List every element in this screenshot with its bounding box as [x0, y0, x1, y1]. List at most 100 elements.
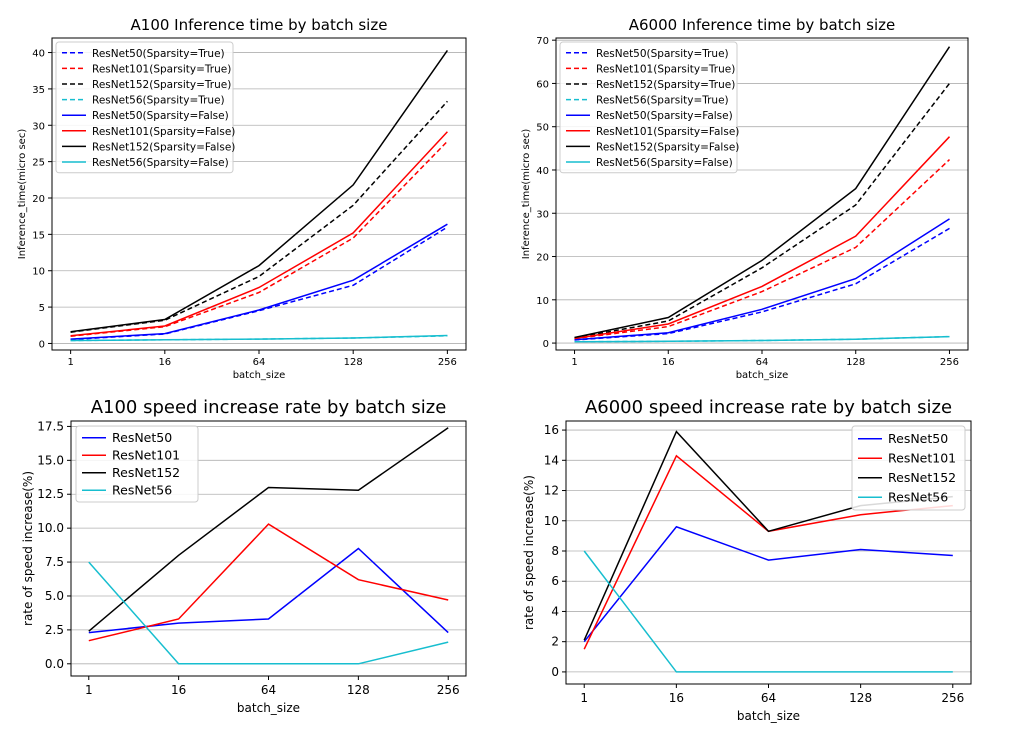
- legend: ResNet50 ResNet101 ResNet152 ResNet56: [851, 425, 966, 511]
- series-line-7: [70, 334, 448, 342]
- y-tick-label: 17.5: [37, 419, 64, 433]
- x-tick-label: 128: [846, 357, 865, 368]
- legend-entry: ResNet101: [888, 450, 956, 465]
- y-axis-label: rate of speed increase(%): [21, 471, 35, 626]
- y-tick-label: 12.5: [37, 487, 64, 501]
- y-tick-label: 30: [32, 121, 45, 132]
- legend-box: [55, 41, 234, 174]
- x-tick-label: 1: [580, 691, 588, 705]
- legend: ResNet50(Sparsity=True) ResNet101(Sparsit…: [559, 41, 739, 174]
- y-tick-label: 40: [536, 166, 549, 177]
- legend-entry: ResNet152(Sparsity=True): [92, 79, 231, 91]
- y-axis-label: Inference_time(micro sec): [17, 129, 28, 260]
- y-tick-label: 4: [551, 604, 559, 618]
- legend-entry: ResNet56(Sparsity=False): [596, 157, 733, 169]
- legend-entry: ResNet56(Sparsity=True): [596, 95, 729, 107]
- y-tick-label: 10: [544, 514, 559, 528]
- series-line-0: [574, 227, 950, 341]
- x-tick-label: 16: [662, 357, 675, 368]
- x-tick-label: 64: [761, 691, 776, 705]
- legend-entry: ResNet152(Sparsity=True): [596, 79, 735, 91]
- x-tick-label: 1: [571, 357, 577, 368]
- y-tick-label: 20: [536, 253, 549, 264]
- series-line-0: [583, 525, 953, 643]
- legend-entry: ResNet101(Sparsity=False): [92, 126, 235, 138]
- series-line-1: [70, 140, 448, 337]
- legend-entry: ResNet50: [888, 431, 948, 446]
- series-line-3: [88, 561, 449, 665]
- legend-box: [851, 425, 966, 511]
- chart-title: A6000 speed increase rate by batch size: [585, 397, 952, 418]
- series-line-1: [88, 523, 449, 642]
- legend-entry: ResNet101(Sparsity=True): [596, 63, 735, 75]
- x-tick-label: 256: [941, 691, 964, 705]
- y-tick-label: 12: [544, 484, 559, 498]
- chart-2: 0 10 20 30 40 50 60 70 1 16 64 128 256 A6000 Inferenc…: [521, 16, 969, 381]
- x-tick-label: 128: [344, 357, 363, 368]
- series-line-0: [70, 226, 448, 341]
- y-tick-label: 35: [32, 85, 45, 96]
- y-tick-label: 50: [536, 123, 549, 134]
- x-tick-label: 64: [756, 357, 769, 368]
- y-tick-label: 10: [536, 296, 549, 307]
- y-axis-label: Inference_time(micro sec): [521, 129, 532, 260]
- legend-box: [559, 41, 738, 174]
- x-tick-label: 128: [849, 691, 872, 705]
- x-axis-label: batch_size: [233, 370, 286, 381]
- y-tick-label: 70: [536, 36, 549, 47]
- chart-3: 0.0 2.5 5.0 7.5 10.0 12.5 15.0 17.5 1 16 64 128 256 A…: [21, 397, 467, 715]
- chart-title: A6000 Inference time by batch size: [629, 16, 895, 34]
- x-axis-label: batch_size: [736, 370, 789, 381]
- series-line-5: [574, 136, 951, 340]
- legend-entry: ResNet56(Sparsity=False): [92, 157, 229, 169]
- legend-entry: ResNet101(Sparsity=True): [92, 63, 231, 75]
- series-line-4: [70, 223, 448, 340]
- y-tick-label: 2.5: [45, 623, 64, 637]
- y-tick-label: 15.0: [37, 453, 64, 467]
- series-line-2: [574, 82, 951, 339]
- x-tick-label: 16: [669, 691, 684, 705]
- y-tick-label: 0: [543, 339, 549, 350]
- y-tick-label: 5: [39, 303, 45, 314]
- y-tick-label: 15: [32, 230, 45, 241]
- legend-entry: ResNet152(Sparsity=False): [92, 141, 235, 153]
- legend-entry: ResNet152(Sparsity=False): [596, 141, 739, 153]
- x-tick-label: 1: [67, 357, 73, 368]
- legend-entry: ResNet56: [112, 482, 172, 497]
- series-line-6: [574, 46, 951, 339]
- series-line-2: [88, 427, 449, 632]
- legend: ResNet50(Sparsity=True) ResNet101(Sparsit…: [55, 41, 235, 174]
- y-tick-label: 25: [32, 158, 45, 169]
- legend-box: [75, 425, 199, 503]
- y-tick-label: 16: [544, 423, 559, 437]
- y-tick-label: 0.0: [45, 657, 64, 671]
- y-tick-label: 30: [536, 209, 549, 220]
- legend-entry: ResNet152: [112, 465, 180, 480]
- chart-title: A100 speed increase rate by batch size: [91, 397, 447, 418]
- y-axis-label: rate of speed increase(%): [522, 475, 536, 630]
- series-line-7: [574, 335, 950, 343]
- y-tick-label: 2: [551, 635, 559, 649]
- legend-entry: ResNet50(Sparsity=False): [596, 110, 733, 122]
- x-tick-label: 256: [438, 357, 457, 368]
- legend-entry: ResNet50(Sparsity=False): [92, 110, 229, 122]
- chart-1: 0 5 10 15 20 25 30 35 40 1 16 64 128 256 A100 Inferenc…: [17, 16, 467, 381]
- y-tick-label: 0: [551, 665, 559, 679]
- series-line-5: [70, 131, 448, 337]
- legend-entry: ResNet152: [888, 470, 956, 485]
- y-tick-label: 5.0: [45, 589, 64, 603]
- legend-entry: ResNet50(Sparsity=True): [92, 48, 225, 60]
- x-tick-label: 256: [940, 357, 959, 368]
- series-line-6: [70, 49, 449, 333]
- legend-entry: ResNet50(Sparsity=True): [596, 48, 729, 60]
- series-line-3: [583, 550, 953, 673]
- legend-entry: ResNet101: [112, 447, 180, 462]
- legend-entry: ResNet101(Sparsity=False): [596, 126, 739, 138]
- x-tick-label: 1: [85, 683, 93, 697]
- chart-4: 0 2 4 6 8 10 12 14 16 1 16 64 128 256 A6000 speed incr…: [522, 397, 972, 723]
- y-tick-label: 14: [544, 453, 559, 467]
- x-tick-label: 64: [261, 683, 276, 697]
- y-tick-label: 10.0: [37, 521, 64, 535]
- legend-entry: ResNet56: [888, 489, 948, 504]
